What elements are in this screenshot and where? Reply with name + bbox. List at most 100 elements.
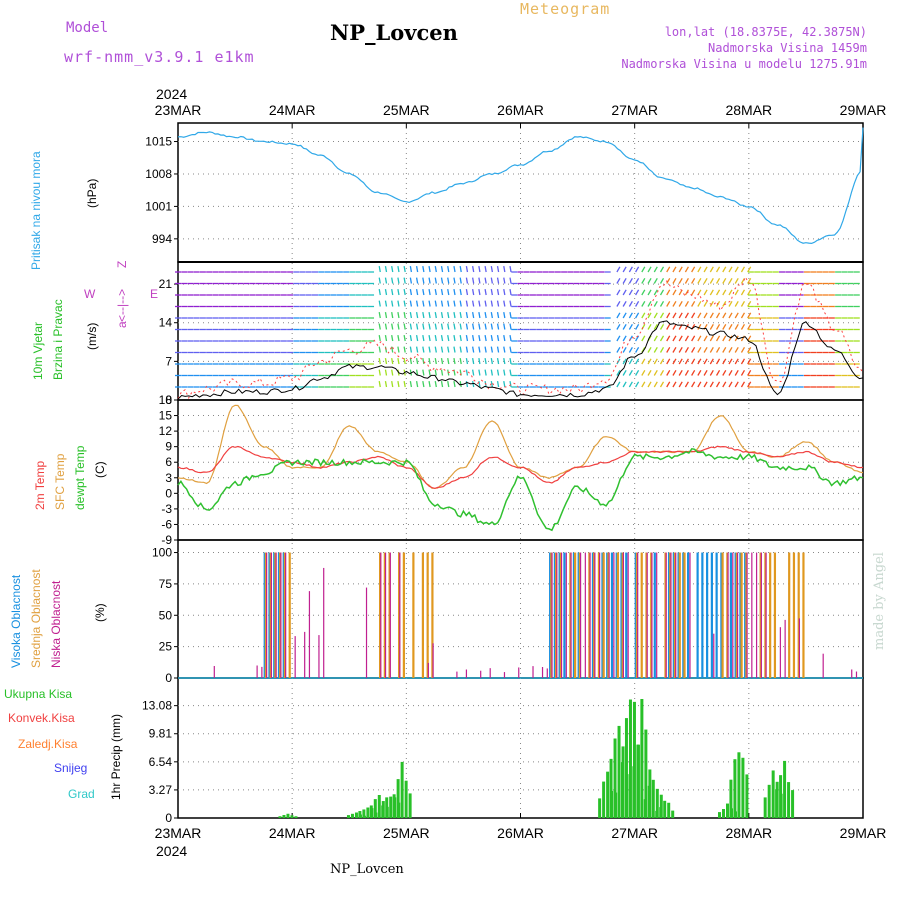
cloud-bar <box>565 552 567 678</box>
y-tick-label: 0 <box>165 393 172 407</box>
cloud-bar <box>726 552 729 678</box>
wind-arrow <box>509 311 512 319</box>
wind-arrow <box>378 288 381 296</box>
wind-arrow <box>440 323 444 330</box>
panel-gridlines <box>174 123 864 819</box>
wind-arrow <box>471 357 475 365</box>
wind-arrow <box>422 380 425 388</box>
precip-bar <box>624 718 628 818</box>
wind-arrow <box>691 312 696 319</box>
wind-arrow <box>622 289 627 296</box>
precip-bar <box>278 816 282 818</box>
wind-arrow <box>703 312 708 319</box>
wind-arrow <box>709 346 714 353</box>
wind-arrow <box>653 381 658 388</box>
wind-arrow <box>641 335 646 342</box>
wind-arrow <box>635 369 640 376</box>
wind-arrow <box>378 357 381 365</box>
wind-arrow <box>740 358 746 365</box>
wind-arrow <box>635 323 640 330</box>
precip-bar <box>741 757 745 818</box>
wind-arrow <box>496 357 500 365</box>
wind-arrow <box>478 369 481 376</box>
y-tick-label: 1008 <box>145 167 172 181</box>
y-tick-labels: 994100110081015071421-9-6-30369121518025… <box>142 135 172 825</box>
cloud-bar <box>578 552 581 678</box>
cloud-bar <box>308 591 311 678</box>
wind-arrow <box>728 369 733 376</box>
wind-arrow <box>434 323 437 330</box>
precip-bar <box>389 796 393 818</box>
cloud-bar <box>384 552 387 678</box>
y-tick-label: 0 <box>165 486 172 500</box>
wind-arrow <box>697 381 702 388</box>
wind-arrow <box>628 369 633 376</box>
cloud-bar <box>563 552 566 678</box>
precip-bar <box>628 699 632 818</box>
wind-arrow <box>484 357 487 365</box>
wind-arrow <box>734 323 739 330</box>
wind-arrow <box>666 346 671 353</box>
wind-arrow <box>403 288 406 296</box>
cloud-bar <box>465 669 468 678</box>
wind-arrow <box>659 369 665 376</box>
cloud-low-label: Niska Oblacnost <box>49 580 63 668</box>
y-tick-label: -3 <box>161 502 172 516</box>
wind-arrow <box>691 358 696 365</box>
cloud-bar <box>721 552 724 678</box>
cloud-bar <box>549 552 552 678</box>
wind-arrow <box>465 288 469 296</box>
wind-arrow <box>666 289 671 296</box>
wind-arrow <box>622 335 627 342</box>
wind-arrow <box>728 335 733 342</box>
wind-arrow <box>409 300 413 307</box>
wind-arrow <box>722 335 727 342</box>
wind-arrow <box>678 346 683 353</box>
wind-arrow <box>709 289 714 296</box>
cloud-bar <box>678 552 681 678</box>
cloud-bar <box>318 635 320 678</box>
wind-arrow <box>434 288 437 296</box>
wind-arrow <box>653 335 658 342</box>
cloud-bar <box>637 552 639 678</box>
wind-arrow <box>715 277 721 284</box>
cloud-bar <box>715 552 718 678</box>
wind-arrow <box>490 323 494 330</box>
cloud-bar <box>560 552 563 678</box>
wind-arrow <box>616 266 621 273</box>
wind-arrow <box>647 381 652 388</box>
cloud-bar <box>759 552 762 678</box>
y-tick-label: 12 <box>159 424 173 438</box>
wind-arrow <box>447 380 450 388</box>
wind-arrow <box>628 300 633 307</box>
cloud-bar <box>270 552 272 678</box>
precip-bar <box>771 770 775 818</box>
wind-arrow <box>453 334 456 342</box>
wind-arrow <box>635 300 640 307</box>
temp-unit: (C) <box>93 461 107 478</box>
cloud-bar <box>323 567 325 678</box>
precip-bar <box>655 788 659 818</box>
wind-arrow <box>747 289 752 296</box>
wind-arrow <box>478 277 481 284</box>
wind-arrow <box>447 288 450 296</box>
legend-total-rain: Ukupna Kisa <box>4 687 72 701</box>
cloud-bar <box>653 552 656 678</box>
cloud-bar <box>610 552 614 678</box>
wind-arrow <box>734 312 739 319</box>
wind-arrow <box>647 369 652 376</box>
wind-arrow <box>684 289 689 296</box>
cloud-bar <box>558 552 561 678</box>
cloud-bar <box>601 552 604 678</box>
wind-arrow <box>384 380 388 388</box>
cloud-bar <box>380 552 382 678</box>
wind-arrow <box>397 357 400 365</box>
precip-bar <box>350 813 354 818</box>
cloud-bar <box>669 552 672 678</box>
wind-arrow <box>628 289 633 296</box>
precip-bar <box>640 698 644 818</box>
wind-arrow <box>509 277 512 284</box>
wind-arrow <box>478 380 481 388</box>
wind-arrow <box>709 300 714 307</box>
wind-arrow <box>403 277 406 284</box>
